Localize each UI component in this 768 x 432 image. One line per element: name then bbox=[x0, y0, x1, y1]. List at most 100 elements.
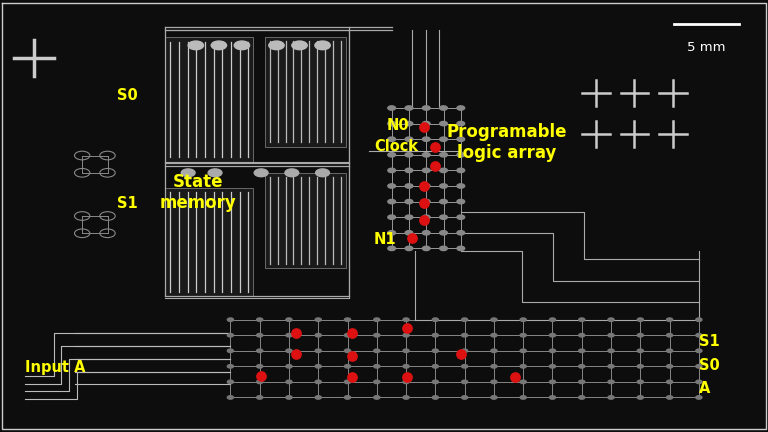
Circle shape bbox=[422, 106, 430, 110]
Circle shape bbox=[579, 396, 585, 399]
Point bbox=[429, 143, 442, 150]
Circle shape bbox=[374, 396, 380, 399]
Circle shape bbox=[608, 396, 614, 399]
Text: Input A: Input A bbox=[25, 360, 85, 375]
Circle shape bbox=[520, 396, 526, 399]
Circle shape bbox=[667, 380, 673, 384]
Circle shape bbox=[286, 365, 292, 368]
Text: 5 mm: 5 mm bbox=[687, 41, 726, 54]
Circle shape bbox=[403, 334, 409, 337]
Circle shape bbox=[257, 365, 263, 368]
Bar bbox=[165, 188, 253, 296]
Circle shape bbox=[316, 169, 329, 177]
Circle shape bbox=[315, 396, 321, 399]
Circle shape bbox=[374, 349, 380, 353]
Bar bbox=[165, 37, 253, 162]
Circle shape bbox=[432, 334, 439, 337]
Circle shape bbox=[374, 334, 380, 337]
Point bbox=[418, 124, 430, 131]
Point bbox=[455, 351, 467, 358]
Circle shape bbox=[549, 396, 555, 399]
Bar bbox=[265, 173, 346, 268]
Circle shape bbox=[422, 152, 430, 157]
Bar bbox=[265, 37, 346, 147]
Circle shape bbox=[579, 349, 585, 353]
Text: S1: S1 bbox=[699, 334, 720, 349]
Circle shape bbox=[374, 380, 380, 384]
Circle shape bbox=[432, 349, 439, 353]
Circle shape bbox=[579, 318, 585, 321]
Circle shape bbox=[257, 349, 263, 353]
Circle shape bbox=[315, 380, 321, 384]
Circle shape bbox=[344, 334, 350, 337]
Circle shape bbox=[439, 231, 447, 235]
Circle shape bbox=[344, 380, 350, 384]
Circle shape bbox=[388, 152, 396, 157]
Circle shape bbox=[457, 200, 465, 204]
Circle shape bbox=[491, 318, 497, 321]
Circle shape bbox=[439, 215, 447, 219]
Text: State
memory: State memory bbox=[160, 173, 237, 212]
Circle shape bbox=[696, 318, 702, 321]
Circle shape bbox=[608, 334, 614, 337]
Circle shape bbox=[405, 137, 412, 141]
Circle shape bbox=[227, 349, 233, 353]
Circle shape bbox=[667, 334, 673, 337]
Point bbox=[346, 329, 358, 336]
Circle shape bbox=[344, 349, 350, 353]
Circle shape bbox=[315, 318, 321, 321]
Circle shape bbox=[422, 246, 430, 251]
Circle shape bbox=[227, 334, 233, 337]
Circle shape bbox=[344, 318, 350, 321]
Circle shape bbox=[520, 365, 526, 368]
Circle shape bbox=[637, 365, 644, 368]
Circle shape bbox=[286, 380, 292, 384]
Circle shape bbox=[608, 380, 614, 384]
Circle shape bbox=[439, 152, 447, 157]
Circle shape bbox=[405, 152, 412, 157]
Text: S1: S1 bbox=[117, 196, 137, 210]
Circle shape bbox=[667, 318, 673, 321]
Circle shape bbox=[520, 318, 526, 321]
Point bbox=[418, 182, 430, 189]
Circle shape bbox=[405, 231, 412, 235]
Circle shape bbox=[405, 121, 412, 126]
Circle shape bbox=[422, 168, 430, 172]
Point bbox=[418, 200, 430, 206]
Point bbox=[508, 374, 521, 381]
Circle shape bbox=[637, 318, 644, 321]
Point bbox=[401, 325, 413, 332]
Circle shape bbox=[388, 215, 396, 219]
Circle shape bbox=[491, 334, 497, 337]
Circle shape bbox=[257, 318, 263, 321]
Circle shape bbox=[491, 365, 497, 368]
Text: S0: S0 bbox=[699, 358, 720, 372]
Circle shape bbox=[439, 106, 447, 110]
Circle shape bbox=[457, 231, 465, 235]
Circle shape bbox=[403, 318, 409, 321]
Circle shape bbox=[286, 334, 292, 337]
Circle shape bbox=[388, 246, 396, 251]
Text: Programable
logic array: Programable logic array bbox=[447, 123, 567, 162]
Circle shape bbox=[405, 246, 412, 251]
Circle shape bbox=[608, 318, 614, 321]
Circle shape bbox=[457, 106, 465, 110]
Circle shape bbox=[457, 215, 465, 219]
Text: N0: N0 bbox=[386, 118, 409, 133]
Circle shape bbox=[457, 168, 465, 172]
Circle shape bbox=[579, 365, 585, 368]
Circle shape bbox=[315, 365, 321, 368]
Text: N1: N1 bbox=[374, 232, 396, 247]
Circle shape bbox=[292, 41, 307, 50]
Circle shape bbox=[388, 137, 396, 141]
Circle shape bbox=[403, 396, 409, 399]
Circle shape bbox=[608, 365, 614, 368]
Circle shape bbox=[439, 121, 447, 126]
Circle shape bbox=[549, 365, 555, 368]
Text: S0: S0 bbox=[117, 88, 137, 102]
Circle shape bbox=[405, 184, 412, 188]
Text: A: A bbox=[699, 381, 710, 396]
Point bbox=[406, 235, 419, 242]
Circle shape bbox=[269, 41, 284, 50]
Circle shape bbox=[520, 334, 526, 337]
